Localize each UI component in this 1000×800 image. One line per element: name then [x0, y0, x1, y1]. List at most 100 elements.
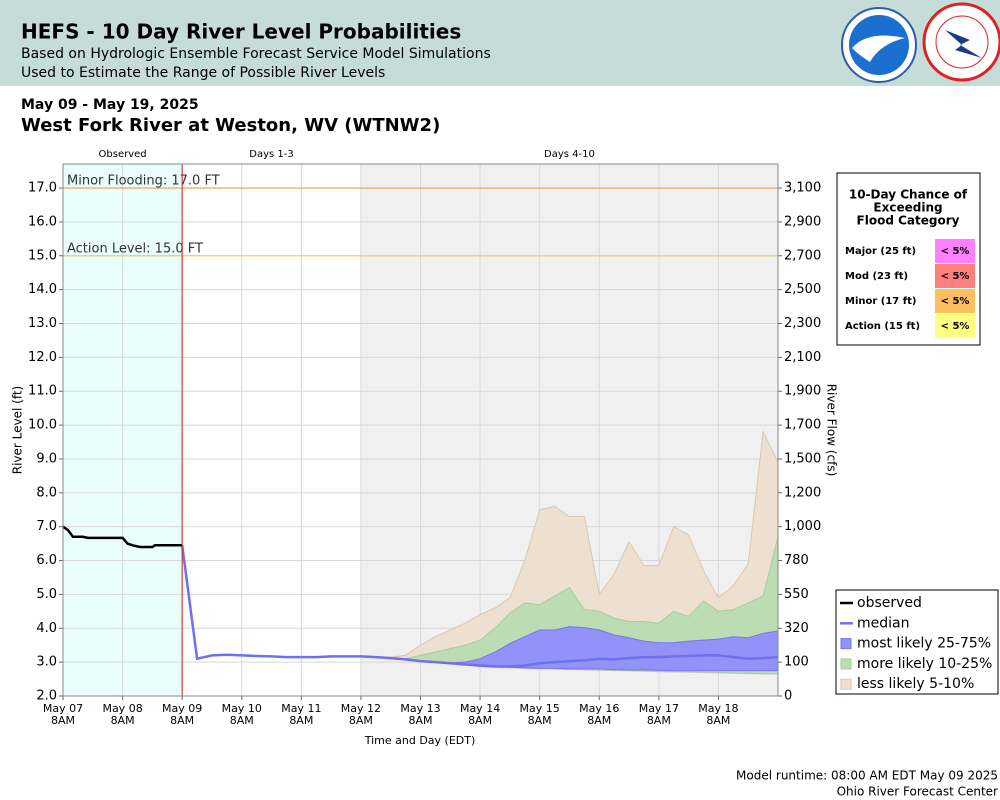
- flood-category: Minor (17 ft): [845, 296, 916, 307]
- subtitle: Used to Estimate the Range of Possible R…: [21, 65, 385, 81]
- y2-tick-label: 2,700: [784, 248, 821, 263]
- y-tick-label: 10.0: [28, 418, 57, 433]
- flood-chance: < 5%: [941, 321, 970, 332]
- region-label: Observed: [99, 149, 147, 160]
- y2-tick-label: 550: [784, 587, 809, 602]
- legend-swatch: [840, 658, 852, 670]
- x-tick-label: 8AM: [289, 714, 313, 727]
- noaa-logo: [841, 7, 917, 83]
- x-tick-label: 8AM: [170, 714, 194, 727]
- y-tick-label: 5.0: [36, 587, 57, 602]
- region-label: Days 4-10: [544, 149, 595, 160]
- y2-tick-label: 1,500: [784, 451, 821, 466]
- flood-chance: < 5%: [941, 271, 970, 282]
- region-label: Days 1-3: [249, 149, 293, 160]
- x-tick-label: 8AM: [408, 714, 432, 727]
- x-tick-label: 8AM: [528, 714, 552, 727]
- legend-label: more likely 10-25%: [857, 656, 992, 672]
- flood-table-title: 10-Day Chance of: [849, 188, 968, 202]
- y-tick-label: 17.0: [28, 181, 57, 196]
- legend-box: [835, 589, 999, 695]
- y2-tick-label: 1,000: [784, 519, 821, 534]
- flood-chance: < 5%: [941, 296, 970, 307]
- x-tick-label: May 07: [43, 702, 83, 715]
- y-tick-label: 9.0: [36, 451, 57, 466]
- flood-swatch: [935, 264, 975, 288]
- y2-tick-label: 2,500: [784, 282, 821, 297]
- legend: observed median most likely 25-75% more lik…: [835, 589, 999, 695]
- y-tick-label: 15.0: [28, 248, 57, 263]
- legend-label: observed: [857, 595, 922, 611]
- x-tick-label: 8AM: [706, 714, 730, 727]
- x-tick-label: 8AM: [468, 714, 492, 727]
- threshold-label: Action Level: 15.0 FT: [67, 241, 203, 256]
- y-tick-label: 2.0: [36, 689, 57, 704]
- flood-table-title: Exceeding: [873, 201, 942, 215]
- x-tick-label: 8AM: [51, 714, 75, 727]
- y2-axis-label: River Flow (cfs): [825, 384, 839, 477]
- legend-label: most likely 25-75%: [857, 636, 991, 652]
- plot-border: [62, 163, 779, 697]
- title: HEFS - 10 Day River Level Probabilities: [21, 20, 461, 44]
- y2-tick-label: 0: [784, 689, 792, 704]
- flood-swatch: [935, 314, 975, 338]
- x-axis-label: Time and Day (EDT): [364, 734, 476, 747]
- flood-category: Major (25 ft): [845, 246, 916, 257]
- flood-table-title: Flood Category: [857, 214, 960, 228]
- nws-logo: [922, 2, 1000, 82]
- y-tick-label: 14.0: [28, 282, 57, 297]
- y2-tick-label: 2,100: [784, 350, 821, 365]
- y-tick-label: 7.0: [36, 519, 57, 534]
- y2-tick-label: 3,100: [784, 181, 821, 196]
- x-tick-label: May 11: [281, 702, 321, 715]
- x-tick-label: 8AM: [111, 714, 135, 727]
- footer: Model runtime: 08:00 AM EDT May 09 2025: [736, 769, 998, 783]
- x-tick-label: May 12: [341, 702, 381, 715]
- y2-tick-label: 2,300: [784, 316, 821, 331]
- plot: Observed Days 1-3 Days 4-10 2.0 3.0 4.0 5.0 6.0…: [28, 149, 821, 727]
- legend-label: less likely 5-10%: [857, 676, 974, 692]
- y-tick-label: 12.0: [28, 350, 57, 365]
- y2-tick-label: 1,700: [784, 418, 821, 433]
- header-band: [0, 0, 1000, 86]
- x-tick-label: 8AM: [349, 714, 373, 727]
- x-tick-label: May 17: [639, 702, 679, 715]
- x-tick-label: 8AM: [587, 714, 611, 727]
- legend-label: median: [857, 615, 909, 631]
- series-line: [180, 545, 779, 668]
- y2-tick-label: 1,900: [784, 384, 821, 399]
- x-tick-label: May 18: [698, 702, 738, 715]
- y-tick-label: 6.0: [36, 553, 57, 568]
- flood-table: 10-Day Chance of Exceeding Flood Categor…: [836, 172, 981, 346]
- x-tick-label: 8AM: [230, 714, 254, 727]
- legend-swatch: [840, 638, 852, 650]
- station: West Fork River at Weston, WV (WTNW2): [21, 115, 440, 136]
- x-tick-label: May 08: [102, 702, 142, 715]
- x-tick-label: 8AM: [647, 714, 671, 727]
- x-tick-label: May 10: [222, 702, 262, 715]
- flood-category: Mod (23 ft): [845, 271, 908, 282]
- y-tick-label: 16.0: [28, 214, 57, 229]
- y-tick-label: 3.0: [36, 655, 57, 670]
- x-tick-label: May 14: [460, 702, 500, 715]
- legend-swatch: [840, 678, 852, 690]
- x-tick-label: May 16: [579, 702, 619, 715]
- region: [182, 164, 361, 696]
- footer: Ohio River Forecast Center: [837, 785, 998, 799]
- y-tick-label: 13.0: [28, 316, 57, 331]
- subtitle: Based on Hydrologic Ensemble Forecast Se…: [21, 46, 491, 62]
- flood-swatch: [935, 289, 975, 313]
- date-range: May 09 - May 19, 2025: [21, 97, 199, 113]
- flood-category: Action (15 ft): [845, 321, 920, 332]
- y-tick-label: 8.0: [36, 485, 57, 500]
- y-tick-label: 11.0: [28, 384, 57, 399]
- y2-tick-label: 780: [784, 553, 809, 568]
- x-tick-label: May 15: [520, 702, 560, 715]
- flood-chance: < 5%: [941, 246, 970, 257]
- y2-tick-label: 1,200: [784, 485, 821, 500]
- x-tick-label: May 09: [162, 702, 202, 715]
- series-line: [62, 525, 183, 549]
- y-axis-label: River Level (ft): [11, 386, 25, 474]
- threshold-label: Minor Flooding: 17.0 FT: [67, 174, 220, 189]
